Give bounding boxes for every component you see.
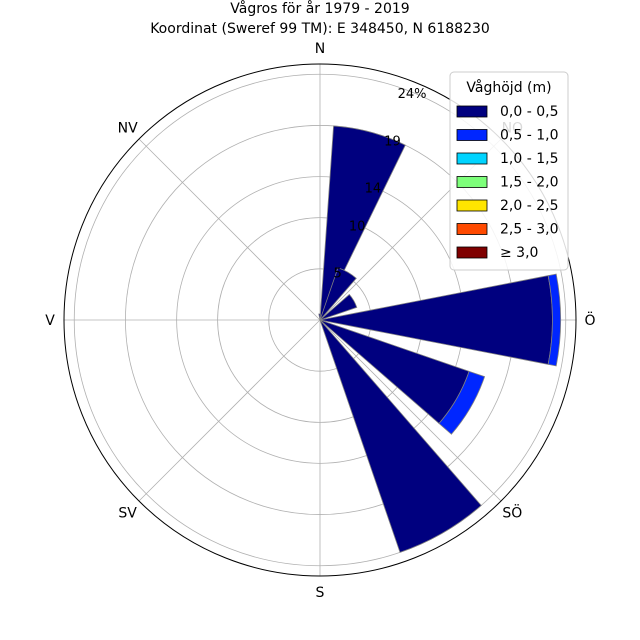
radial-tick-label: 24% xyxy=(398,87,427,102)
direction-label: NV xyxy=(118,121,138,137)
direction-label: SV xyxy=(118,505,137,521)
radial-tick-labels: 5 10 14 19 24% xyxy=(333,87,426,282)
legend-entry-label: 1,0 - 1,5 xyxy=(500,151,558,167)
rose-bar xyxy=(319,267,357,321)
legend-entries: 0,0 - 0,5 0,5 - 1,0 1,0 - 1,5 1,5 - 2,0 2,0 … xyxy=(456,104,558,261)
legend-swatch xyxy=(456,199,488,212)
legend-swatch xyxy=(456,223,488,235)
grid-spoke xyxy=(138,138,321,321)
legend-swatch xyxy=(456,152,488,165)
radial-tick-label: 5 xyxy=(333,267,341,282)
rose-bar xyxy=(319,293,358,321)
legend-entry-label: 1,5 - 2,0 xyxy=(500,175,558,191)
rose-bar xyxy=(319,319,482,553)
rose-bar xyxy=(438,370,486,435)
legend-box xyxy=(449,71,569,271)
legend-entry-label: 2,5 - 3,0 xyxy=(500,222,558,238)
chart-title: Vågros för år 1979 - 2019 xyxy=(230,0,409,17)
legend-swatch xyxy=(456,246,488,259)
rose-bars xyxy=(318,125,562,553)
direction-label: V xyxy=(45,313,55,329)
chart-subtitle: Koordinat (Sweref 99 TM): E 348450, N 61… xyxy=(150,21,490,37)
radial-tick-label: 14 xyxy=(365,182,382,197)
direction-label: Ö xyxy=(584,311,595,329)
direction-label: S xyxy=(316,585,325,601)
legend: Våghöjd (m) 0,0 - 0,5 0,5 - 1,0 1,0 - 1,5 1… xyxy=(449,71,569,271)
direction-label: SÖ xyxy=(502,503,522,521)
legend-entry-label: ≥ 3,0 xyxy=(500,245,538,261)
grid-spoke xyxy=(319,319,502,502)
legend-swatch xyxy=(456,129,488,141)
rose-bar xyxy=(547,273,562,367)
radial-tick-label: 19 xyxy=(384,134,401,149)
legend-entry-label: 2,0 - 2,5 xyxy=(500,198,558,214)
polar-outer-frame xyxy=(63,63,577,577)
legend-swatch xyxy=(456,176,488,188)
legend-title: Våghöjd (m) xyxy=(466,79,551,96)
legend-swatch xyxy=(456,105,488,118)
rose-bar xyxy=(319,275,553,365)
grid-spoke xyxy=(138,319,321,502)
legend-entry-label: 0,0 - 0,5 xyxy=(500,104,558,120)
radial-tick-label: 10 xyxy=(349,219,366,234)
legend-entry-label: 0,5 - 1,0 xyxy=(500,128,558,144)
direction-label: N xyxy=(315,41,325,57)
